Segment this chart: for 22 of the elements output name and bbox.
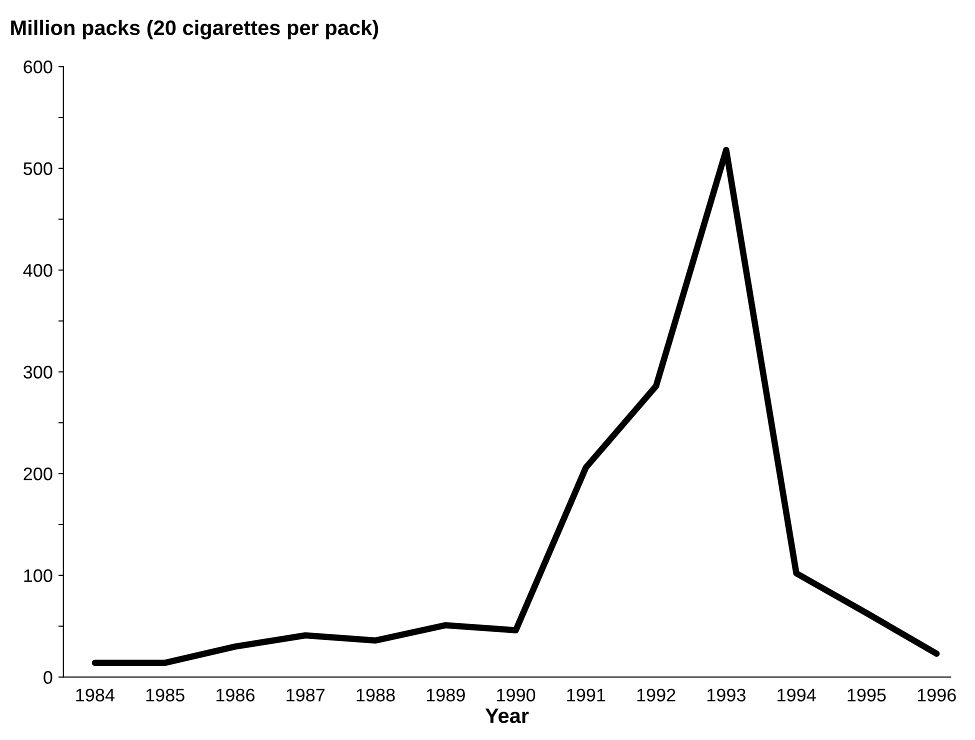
x-axis-title: Year <box>485 708 529 724</box>
y-tick-label: 500 <box>24 162 52 176</box>
x-tick-label: 1984 <box>76 688 114 702</box>
x-tick-label: 1987 <box>286 688 325 702</box>
x-tick-label: 1989 <box>426 688 465 702</box>
chart-title: Million packs (20 cigarettes per pack) <box>11 20 378 40</box>
y-tick-label: 600 <box>24 60 52 74</box>
x-tick-label: 1990 <box>497 688 536 702</box>
x-tick-label: 1991 <box>567 688 606 702</box>
y-tick-label: 100 <box>24 569 52 582</box>
x-tick-label: 1985 <box>146 688 184 702</box>
x-tick-label: 1992 <box>637 688 676 702</box>
y-tick-label: 400 <box>23 264 52 277</box>
y-tick-label: 0 <box>44 671 52 684</box>
x-tick-label: 1986 <box>216 688 255 702</box>
x-tick-label: 1993 <box>707 688 746 702</box>
x-tick-label: 1988 <box>356 688 395 702</box>
y-tick-label: 200 <box>24 468 52 480</box>
y-tick-label: 300 <box>24 366 52 379</box>
x-tick-label: 1995 <box>848 688 886 702</box>
x-tick-label: 1994 <box>778 688 816 702</box>
x-tick-label: 1996 <box>918 688 956 702</box>
